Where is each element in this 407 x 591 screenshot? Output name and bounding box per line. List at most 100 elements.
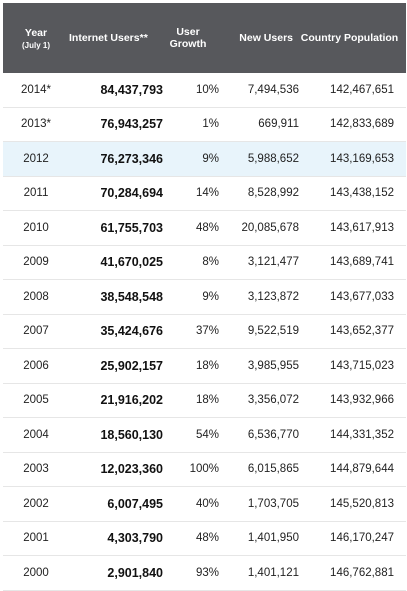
table-body: 2014* 84,437,793 10% 7,494,536 142,467,651 20… — [3, 73, 406, 591]
year-cell: 2006 — [23, 359, 49, 372]
header-country-population-label: Country Population — [300, 32, 399, 44]
table-row: 2005 21,916,202 18% 3,356,072 143,932,966 — [3, 384, 406, 418]
new-users-cell: 3,123,872 — [247, 290, 299, 303]
country-population-cell: 146,762,881 — [330, 566, 394, 579]
new-users-cell: 9,522,519 — [247, 325, 299, 338]
internet-users-cell: 70,284,694 — [100, 186, 163, 201]
year-cell: 2008 — [23, 290, 49, 303]
user-growth-cell: 48% — [195, 532, 219, 545]
user-growth-cell: 9% — [202, 152, 219, 165]
year-cell: 2001 — [23, 532, 49, 545]
new-users-cell: 20,085,678 — [241, 221, 299, 234]
table-row: 2006 25,902,157 18% 3,985,955 143,715,023 — [3, 349, 406, 384]
internet-users-cell: 18,560,130 — [100, 427, 163, 442]
internet-users-cell: 35,424,676 — [100, 324, 163, 339]
table-row: 2009 41,670,025 8% 3,121,477 143,689,741 — [3, 246, 406, 280]
new-users-cell: 5,988,652 — [247, 152, 299, 165]
new-users-cell: 6,015,865 — [247, 463, 299, 476]
country-population-cell: 144,331,352 — [330, 428, 394, 441]
user-growth-cell: 8% — [202, 256, 219, 269]
country-population-cell: 142,833,689 — [330, 118, 394, 131]
new-users-cell: 1,401,950 — [247, 532, 299, 545]
user-growth-cell: 54% — [195, 428, 219, 441]
country-population-cell: 143,617,913 — [330, 221, 394, 234]
header-user-growth: User Growth — [163, 3, 213, 73]
country-population-cell: 144,879,644 — [330, 463, 394, 476]
internet-users-cell: 41,670,025 — [100, 255, 163, 270]
table-row: 2007 35,424,676 37% 9,522,519 143,652,377 — [3, 315, 406, 349]
country-population-cell: 143,689,741 — [330, 256, 394, 269]
table-row: 2010 61,755,703 48% 20,085,678 143,617,913 — [3, 211, 406, 246]
new-users-cell: 3,121,477 — [247, 256, 299, 269]
year-cell: 2005 — [23, 394, 49, 407]
user-growth-cell: 10% — [195, 83, 219, 96]
internet-users-cell: 6,007,495 — [107, 496, 163, 511]
table-row: 2003 12,023,360 100% 6,015,865 144,879,644 — [3, 453, 406, 487]
internet-users-cell: 25,902,157 — [100, 358, 163, 373]
internet-users-cell: 84,437,793 — [100, 82, 163, 97]
country-population-cell: 143,169,653 — [330, 152, 394, 165]
table-header: Year (July 1) Internet Users** User Grow… — [3, 3, 406, 73]
header-country-population: Country Population — [293, 3, 406, 73]
user-growth-cell: 1% — [202, 118, 219, 131]
new-users-cell: 3,356,072 — [247, 394, 299, 407]
user-growth-cell: 9% — [202, 290, 219, 303]
country-population-cell: 143,932,966 — [330, 394, 394, 407]
header-year-sub: (July 1) — [21, 40, 50, 50]
year-cell: 2014* — [20, 83, 52, 96]
country-population-cell: 145,520,813 — [330, 497, 394, 510]
user-growth-cell: 48% — [195, 221, 219, 234]
table-row: 2013* 76,943,257 1% 669,911 142,833,689 — [3, 108, 406, 142]
user-growth-cell: 18% — [195, 394, 219, 407]
new-users-cell: 669,911 — [258, 118, 299, 131]
table-row: 2012 76,273,346 9% 5,988,652 143,169,653 — [3, 142, 406, 177]
internet-users-cell: 4,303,790 — [107, 531, 163, 546]
country-population-cell: 143,652,377 — [330, 325, 394, 338]
country-population-cell: 143,677,033 — [330, 290, 394, 303]
header-internet-users-label: Internet Users** — [69, 32, 148, 44]
country-population-cell: 146,170,247 — [330, 532, 394, 545]
header-year-label: Year — [24, 26, 48, 39]
user-growth-cell: 14% — [195, 187, 219, 200]
internet-users-cell: 21,916,202 — [100, 393, 163, 408]
table-row: 2004 18,560,130 54% 6,536,770 144,331,352 — [3, 418, 406, 453]
year-cell: 2013* — [20, 118, 52, 131]
internet-users-cell: 38,548,548 — [100, 289, 163, 304]
internet-users-cell: 61,755,703 — [100, 220, 163, 235]
year-cell: 2003 — [23, 463, 49, 476]
header-user-growth-line2: Growth — [169, 38, 207, 50]
user-growth-cell: 100% — [189, 463, 219, 476]
header-new-users-label: New Users — [239, 32, 293, 44]
table-row: 2011 70,284,694 14% 8,528,992 143,438,152 — [3, 177, 406, 211]
year-cell: 2009 — [23, 256, 49, 269]
user-growth-cell: 37% — [195, 325, 219, 338]
table-row: 2000 2,901,840 93% 1,401,121 146,762,881 — [3, 556, 406, 591]
internet-users-table: Year (July 1) Internet Users** User Grow… — [3, 3, 406, 591]
year-cell: 2012 — [23, 152, 49, 165]
table-row: 2002 6,007,495 40% 1,703,705 145,520,813 — [3, 487, 406, 522]
internet-users-cell: 76,273,346 — [100, 151, 163, 166]
internet-users-cell: 76,943,257 — [100, 117, 163, 132]
header-year: Year (July 1) — [3, 3, 69, 73]
country-population-cell: 142,467,651 — [330, 83, 394, 96]
internet-users-cell: 12,023,360 — [100, 462, 163, 477]
new-users-cell: 7,494,536 — [247, 83, 299, 96]
table-row: 2014* 84,437,793 10% 7,494,536 142,467,651 — [3, 73, 406, 108]
header-user-growth-line1: User — [176, 26, 200, 38]
internet-users-cell: 2,901,840 — [107, 565, 163, 580]
table-row: 2008 38,548,548 9% 3,123,872 143,677,033 — [3, 280, 406, 315]
header-internet-users: Internet Users** — [69, 3, 163, 73]
table-row: 2001 4,303,790 48% 1,401,950 146,170,247 — [3, 522, 406, 556]
user-growth-cell: 93% — [195, 566, 219, 579]
user-growth-cell: 40% — [195, 497, 219, 510]
country-population-cell: 143,438,152 — [330, 187, 394, 200]
year-cell: 2002 — [23, 497, 49, 510]
new-users-cell: 1,401,121 — [247, 566, 299, 579]
year-cell: 2010 — [23, 221, 49, 234]
header-new-users: New Users — [213, 3, 293, 73]
new-users-cell: 3,985,955 — [247, 359, 299, 372]
year-cell: 2011 — [23, 187, 49, 200]
year-cell: 2004 — [23, 428, 49, 441]
new-users-cell: 6,536,770 — [247, 428, 299, 441]
year-cell: 2000 — [23, 566, 49, 579]
